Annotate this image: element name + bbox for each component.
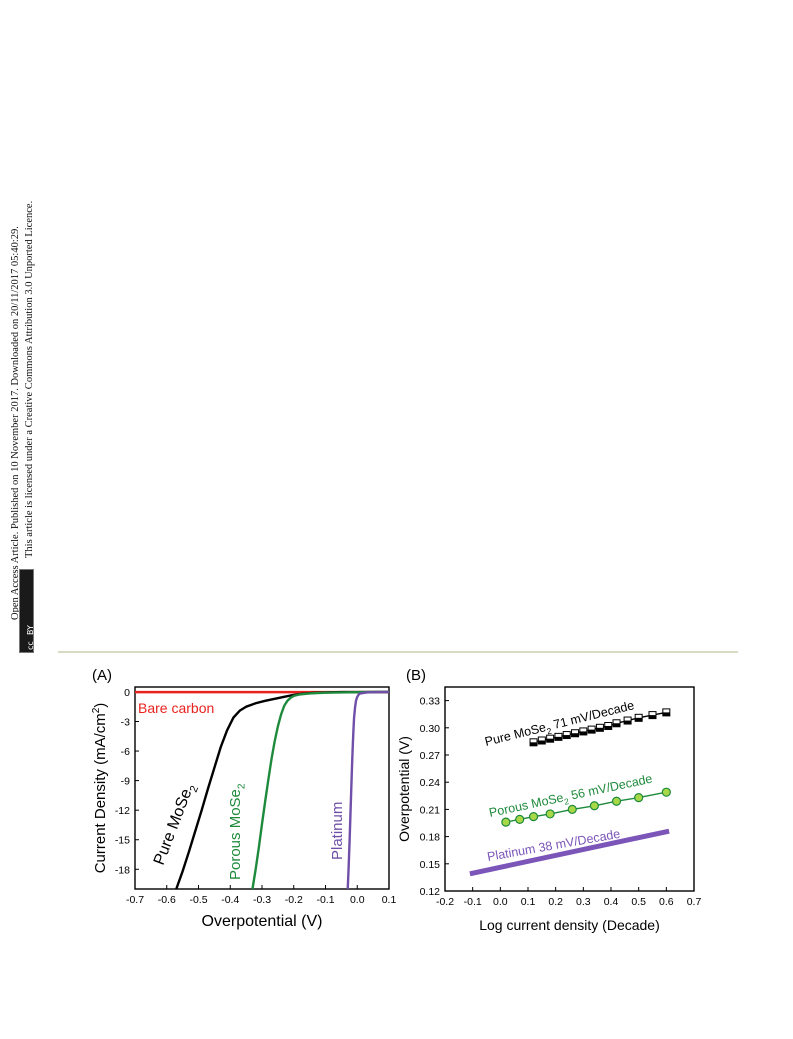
data-point xyxy=(595,723,604,732)
y-axis-title: Current Density (mA/cm2) xyxy=(91,703,109,874)
panel-a-label: (A) xyxy=(92,667,112,684)
data-point xyxy=(537,736,546,745)
data-point xyxy=(662,708,671,717)
cc-logo-icon: cc BY xyxy=(20,625,35,652)
license-line-2: This article is licensed under a Creativ… xyxy=(24,200,35,558)
data-point xyxy=(528,812,539,822)
data-point xyxy=(623,716,632,725)
data-point-fill xyxy=(596,727,604,732)
x-tick-label: -0.5 xyxy=(189,894,207,906)
data-point-fill xyxy=(563,735,571,739)
cc-by-badge[interactable]: cc BY xyxy=(19,569,35,653)
y-tick-label: 0.27 xyxy=(420,750,441,762)
x-tick-label: -0.1 xyxy=(316,894,334,906)
annotation-pure-mose2: Pure MoSe2 xyxy=(151,781,201,869)
annotation-platinum: Platinum xyxy=(329,802,346,860)
x-tick-label: 0.1 xyxy=(521,896,536,908)
x-tick-label: 0.7 xyxy=(687,896,702,908)
series-line-2 xyxy=(469,828,670,877)
data-point xyxy=(529,738,538,747)
data-point-fill xyxy=(579,731,587,735)
data-point xyxy=(545,809,555,819)
x-tick-label: 0.0 xyxy=(493,896,508,908)
annotation-bare-carbon: Bare carbon xyxy=(138,700,214,716)
data-point xyxy=(612,719,621,728)
data-point-fill xyxy=(624,720,632,725)
license-line-1: Open Access Article. Published on 10 Nov… xyxy=(10,226,21,620)
data-point xyxy=(634,713,643,722)
x-axis-title: Log current density (Decade) xyxy=(479,917,660,933)
x-tick-label: 0.4 xyxy=(604,896,619,908)
data-point xyxy=(604,721,613,730)
y-tick-label: -6 xyxy=(121,746,130,758)
y-tick-label: 0.12 xyxy=(420,886,441,898)
data-point-fill xyxy=(554,736,562,741)
data-point xyxy=(501,817,511,827)
data-point xyxy=(571,729,580,738)
data-point-fill xyxy=(538,740,546,744)
data-point xyxy=(567,804,577,814)
data-point xyxy=(579,727,588,736)
x-tick-label: -0.4 xyxy=(221,894,239,906)
x-tick-label: 0.3 xyxy=(576,896,591,908)
data-point xyxy=(611,796,622,806)
data-point-fill xyxy=(649,715,656,719)
x-tick-label: 0.1 xyxy=(382,894,397,906)
y-tick-label: -15 xyxy=(115,835,130,847)
y-tick-label: 0.18 xyxy=(420,832,441,844)
by-badge-text: BY xyxy=(26,625,35,635)
data-point xyxy=(648,711,657,720)
data-point xyxy=(562,731,571,740)
x-tick-label: -0.1 xyxy=(464,896,482,908)
x-tick-label: -0.3 xyxy=(253,894,271,906)
data-point-fill xyxy=(613,723,621,727)
data-point xyxy=(661,787,671,797)
y-tick-label: 0.24 xyxy=(420,777,441,789)
series-line-3 xyxy=(346,690,390,890)
panel-b-frame xyxy=(444,686,695,892)
x-tick-label: -0.7 xyxy=(126,894,144,906)
x-axis-title: Overpotential (V) xyxy=(202,913,323,930)
series-line-1 xyxy=(175,690,390,890)
data-point xyxy=(587,725,596,734)
y-tick-label: 0.21 xyxy=(420,804,441,816)
y-tick-label: -9 xyxy=(121,776,130,788)
y-tick-label: 0.30 xyxy=(420,723,441,735)
panel-b-label: (B) xyxy=(406,667,426,684)
data-point xyxy=(634,793,644,803)
data-point-fill xyxy=(588,729,596,734)
data-point-fill xyxy=(530,742,538,746)
data-point-fill xyxy=(604,725,612,730)
data-point-fill xyxy=(571,733,579,737)
y-tick-label: 0.15 xyxy=(420,859,441,871)
divider xyxy=(58,651,738,653)
annotation-porous-mose2: Porous MoSe2 xyxy=(227,783,248,880)
data-point xyxy=(589,801,600,811)
data-point-fill xyxy=(662,712,670,716)
y-tick-label: -12 xyxy=(115,805,130,817)
data-point xyxy=(554,732,563,741)
y-tick-label: -3 xyxy=(121,716,130,728)
cc-badge-text: cc xyxy=(26,641,35,650)
x-tick-label: 0.5 xyxy=(631,896,646,908)
series-line-2 xyxy=(251,690,390,890)
data-point-fill xyxy=(546,738,554,743)
x-tick-label: -0.6 xyxy=(158,894,176,906)
y-tick-label: 0.33 xyxy=(420,696,441,708)
y-tick-label: -18 xyxy=(115,864,130,876)
data-point xyxy=(546,734,555,743)
annotation-porous-mose2-slope: Porous MoSe2 56 mV/Decade xyxy=(488,772,655,823)
y-tick-label: 0 xyxy=(124,687,130,699)
figure-svg: (A) -0.7 -0.6 -0.5 -0.4 -0.3 -0.2 -0.1 0.0 0.1 0 -3… xyxy=(91,667,702,933)
x-tick-label: 0.2 xyxy=(548,896,563,908)
data-point xyxy=(515,814,525,824)
y-axis-title: Overpotential (V) xyxy=(396,736,412,842)
data-point-fill xyxy=(635,717,643,722)
x-tick-label: 0.0 xyxy=(350,894,365,906)
x-tick-label: 0.6 xyxy=(659,896,674,908)
x-tick-label: -0.2 xyxy=(285,894,303,906)
x-tick-label: -0.2 xyxy=(436,896,454,908)
figure: (A) -0.7 -0.6 -0.5 -0.4 -0.3 -0.2 -0.1 0.0 0.1 0 -3… xyxy=(80,660,720,955)
